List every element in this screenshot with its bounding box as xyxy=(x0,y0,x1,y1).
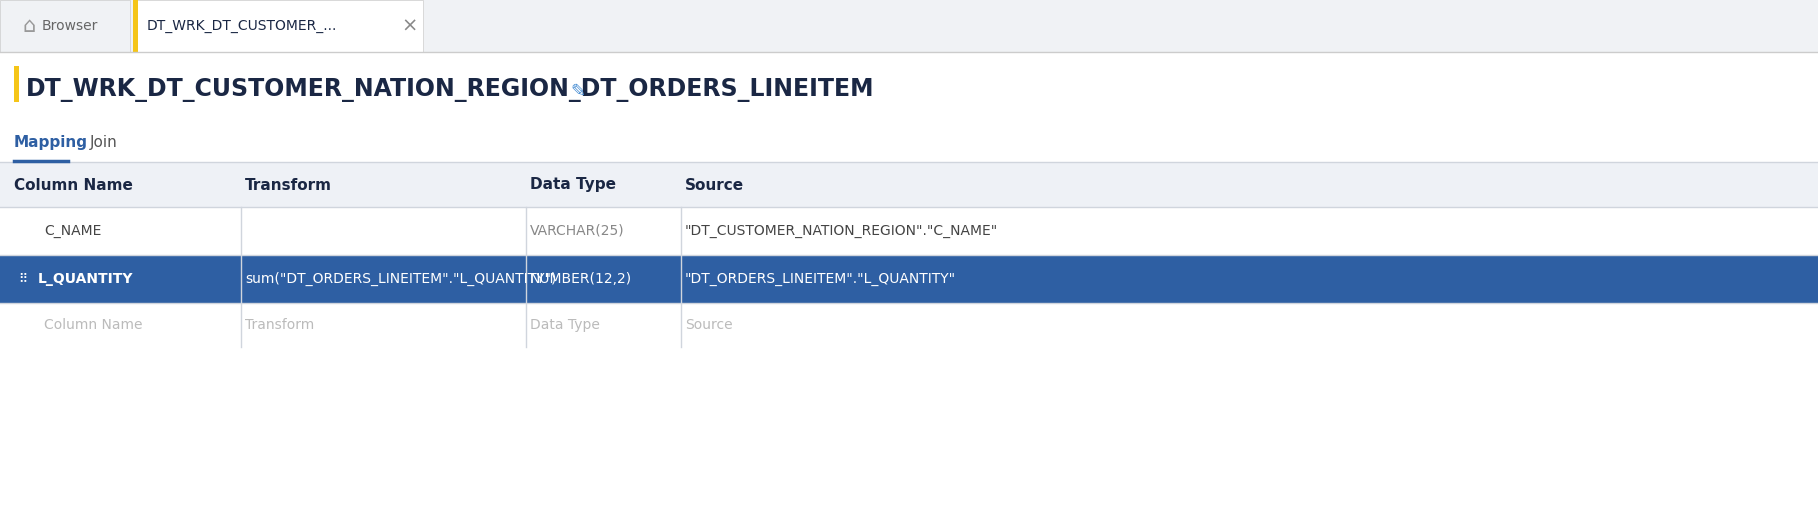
Text: Source: Source xyxy=(685,178,744,193)
Text: "DT_ORDERS_LINEITEM"."L_QUANTITY": "DT_ORDERS_LINEITEM"."L_QUANTITY" xyxy=(685,272,956,286)
Text: Column Name: Column Name xyxy=(44,318,142,332)
Bar xyxy=(133,0,424,52)
Text: DT_WRK_DT_CUSTOMER_NATION_REGION_DT_ORDERS_LINEITEM: DT_WRK_DT_CUSTOMER_NATION_REGION_DT_ORDE… xyxy=(25,78,874,102)
Text: C_NAME: C_NAME xyxy=(44,224,102,238)
Text: DT_WRK_DT_CUSTOMER_...: DT_WRK_DT_CUSTOMER_... xyxy=(147,19,338,33)
Text: sum("DT_ORDERS_LINEITEM"."L_QUANTITY"): sum("DT_ORDERS_LINEITEM"."L_QUANTITY") xyxy=(245,272,556,286)
Text: Join: Join xyxy=(91,135,118,149)
Text: L_QUANTITY: L_QUANTITY xyxy=(38,272,133,286)
Bar xyxy=(15,66,18,102)
Bar xyxy=(0,207,1818,255)
Bar xyxy=(0,0,131,52)
Text: ×: × xyxy=(402,16,418,36)
Text: Source: Source xyxy=(685,318,733,332)
Text: Data Type: Data Type xyxy=(531,178,616,193)
Text: ✎: ✎ xyxy=(571,83,585,101)
Bar xyxy=(0,303,1818,347)
Bar xyxy=(0,255,1818,303)
Text: Browser: Browser xyxy=(42,19,98,33)
Text: Data Type: Data Type xyxy=(531,318,600,332)
Text: Column Name: Column Name xyxy=(15,178,133,193)
Bar xyxy=(133,0,138,52)
Text: Transform: Transform xyxy=(245,318,315,332)
Text: VARCHAR(25): VARCHAR(25) xyxy=(531,224,625,238)
Text: Transform: Transform xyxy=(245,178,333,193)
Bar xyxy=(0,163,1818,207)
Text: "DT_CUSTOMER_NATION_REGION"."C_NAME": "DT_CUSTOMER_NATION_REGION"."C_NAME" xyxy=(685,224,998,238)
Bar xyxy=(0,0,1818,52)
Text: ⠿: ⠿ xyxy=(18,272,27,286)
Text: NUMBER(12,2): NUMBER(12,2) xyxy=(531,272,633,286)
Text: Mapping: Mapping xyxy=(15,135,87,149)
Text: ⌂: ⌂ xyxy=(22,16,35,36)
